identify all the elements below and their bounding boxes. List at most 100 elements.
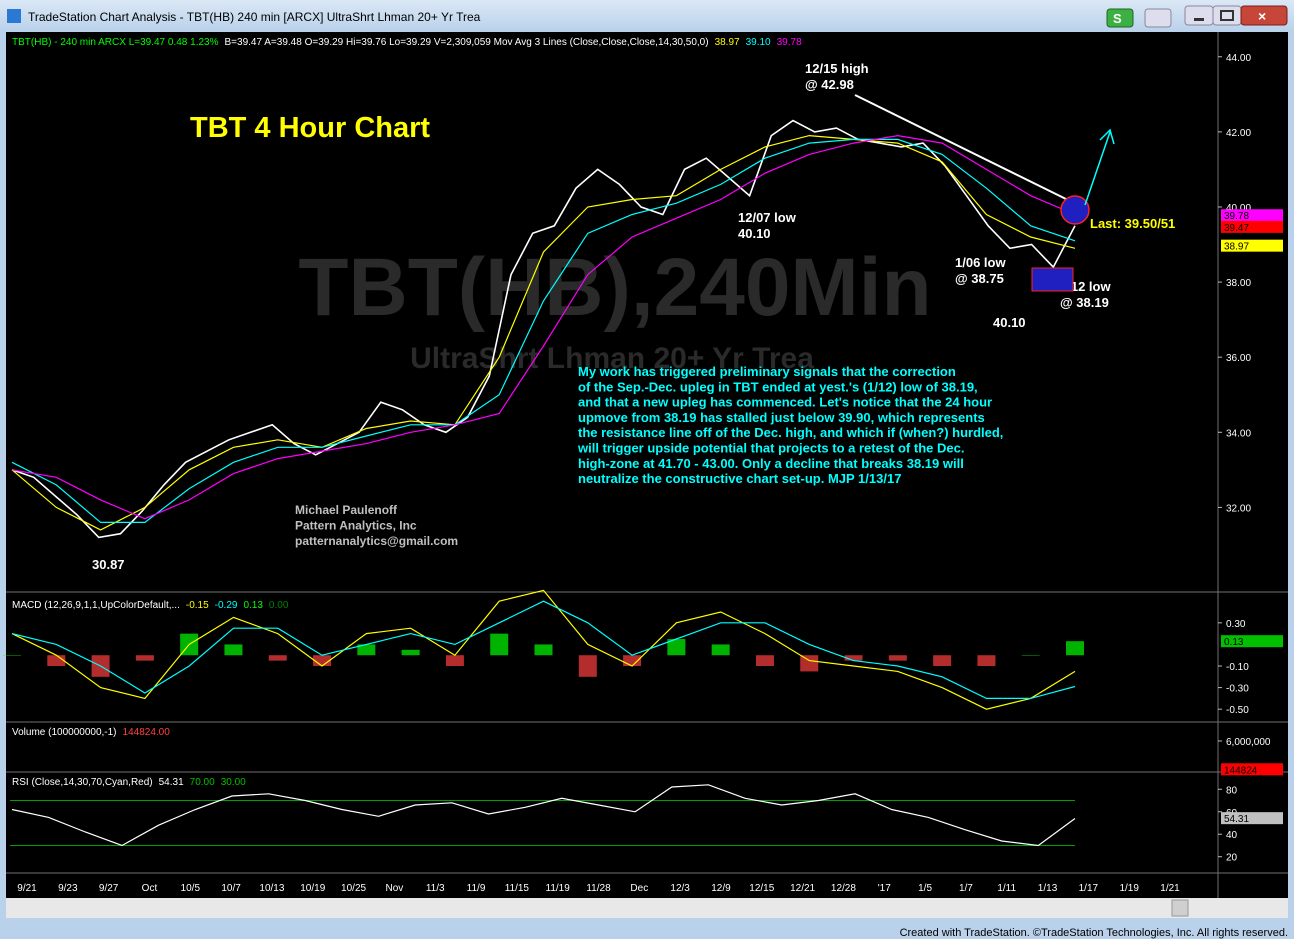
panel-header: -0.15 (186, 600, 209, 611)
note-line: neutralize the constructive chart set-up… (578, 471, 901, 486)
x-tick-label: 9/23 (58, 883, 78, 894)
x-tick-label: 10/19 (300, 883, 325, 894)
panel-header: B=39.47 A=39.48 O=39.29 Hi=39.76 Lo=39.2… (225, 37, 709, 48)
plot: TBT(HB),240Min UltraShrt Lhman 20+ Yr Tr… (3, 32, 1288, 898)
panel-header: MACD (12,26,9,1,1,UpColorDefault,... (12, 600, 180, 611)
histogram-bar (1066, 641, 1084, 656)
x-tick-label: 1/17 (1079, 883, 1099, 894)
annotation: 30.87 (92, 557, 125, 572)
title-bar (0, 0, 1294, 32)
highlight-circle (1060, 195, 1090, 225)
scrollbar[interactable] (6, 898, 1288, 918)
price-tag-label: 38.97 (1224, 242, 1249, 253)
maximize-glyph (1220, 10, 1234, 21)
low-box (1031, 267, 1074, 292)
panel-header: RSI (Close,14,30,70,Cyan,Red) (12, 777, 153, 788)
annotation: @ 38.19 (1060, 295, 1109, 310)
minimize-glyph (1194, 18, 1204, 21)
price-tag (1221, 763, 1283, 776)
projection-arrow (1084, 128, 1115, 206)
chart-area (6, 32, 1288, 898)
panel-header: -0.29 (215, 600, 238, 611)
annotation: 12/07 low (738, 210, 797, 225)
histogram-bar (534, 644, 553, 656)
s-button-glyph: S (1113, 11, 1122, 26)
x-tick-label: 11/15 (505, 883, 530, 894)
x-tick-label: 11/9 (467, 883, 486, 894)
x-tick-label: 12/9 (711, 883, 731, 894)
signature: Michael Paulenoff (295, 503, 398, 517)
price-tag (1221, 209, 1283, 222)
note-line: and that a new upleg has commenced. Let'… (578, 395, 992, 410)
x-tick-label: 10/5 (181, 883, 201, 894)
close-button[interactable] (1240, 5, 1288, 26)
y-tick-label: 80 (1226, 785, 1238, 796)
s-button[interactable] (1106, 8, 1134, 28)
panel-header: 39.78 (777, 37, 802, 48)
price-tag-label: 39.78 (1224, 211, 1249, 222)
level-label: 30.00 (221, 777, 246, 788)
annotation: 12/15 high (805, 61, 869, 76)
histogram-bar (357, 644, 376, 656)
x-tick-label: '17 (878, 883, 891, 894)
y-tick-label: 40 (1226, 830, 1238, 841)
price-tag-label: 54.31 (1224, 814, 1249, 825)
panel-header: Volume (100000000,-1) (12, 727, 117, 738)
histogram-bar (623, 655, 642, 667)
series-line (11, 134, 1076, 520)
histogram-bar (445, 655, 464, 667)
note-line: My work has triggered preliminary signal… (578, 364, 956, 379)
note-line: upmove from 38.19 has stalled just below… (578, 410, 985, 425)
panel-header: 0.13 (243, 600, 263, 611)
histogram-bar (888, 655, 907, 661)
x-tick-label: 12/15 (749, 883, 774, 894)
footer: Created with TradeStation. ©TradeStation… (900, 927, 1288, 939)
histogram-bar (490, 633, 509, 656)
x-tick-label: 11/3 (426, 883, 445, 894)
y-tick-label: 20 (1226, 853, 1238, 864)
series-line (11, 784, 1076, 847)
chart-title: TBT 4 Hour Chart (190, 112, 430, 144)
annotation: 40.10 (993, 315, 1026, 330)
price-tag (1221, 220, 1283, 233)
y-tick-label: -0.30 (1226, 684, 1249, 695)
price-tag-label: 144824 (1224, 765, 1258, 776)
histogram-bar (578, 655, 597, 677)
y-tick-label: 44.00 (1226, 53, 1251, 64)
y-tick-label: 32.00 (1226, 503, 1251, 514)
note-line: of the Sep.-Dec. upleg in TBT ended at y… (578, 379, 978, 394)
y-tick-label: 6,000,000 (1226, 737, 1271, 748)
app-icon (7, 9, 21, 23)
histogram-bar (401, 649, 420, 656)
panel-header: TBT(HB) - 240 min ARCX L=39.47 0.48 1.23… (12, 37, 219, 48)
y-tick-label: -0.50 (1226, 705, 1249, 716)
level-label: 70.00 (190, 777, 215, 788)
series-line (11, 138, 1076, 523)
x-tick-label: 12/3 (670, 883, 690, 894)
series-line (11, 134, 1076, 531)
y-tick-label: 40.00 (1226, 203, 1251, 214)
histogram-bar (3, 655, 21, 656)
price-tag-label: 0.13 (1224, 637, 1244, 648)
maximize-button[interactable] (1212, 5, 1242, 26)
menu-button[interactable] (1144, 8, 1172, 28)
watermark: TBT(HB),240Min (298, 242, 931, 333)
x-tick-label: 1/21 (1160, 883, 1180, 894)
x-tick-label: 10/7 (221, 883, 241, 894)
y-tick-label: 38.00 (1226, 278, 1251, 289)
price-tag-label: 39.47 (1224, 223, 1249, 234)
scroll-thumb[interactable] (1171, 899, 1189, 917)
minimize-button[interactable] (1184, 5, 1214, 26)
price-tag (1221, 812, 1283, 825)
signature: Pattern Analytics, Inc (295, 519, 417, 533)
trendline (854, 94, 1069, 201)
y-tick-label: 34.00 (1226, 428, 1251, 439)
x-tick-label: 1/13 (1038, 883, 1058, 894)
x-tick-label: 9/27 (99, 883, 119, 894)
histogram-bar (711, 644, 730, 656)
y-tick-label: -0.10 (1226, 662, 1249, 673)
series-line (11, 589, 1076, 710)
histogram-bar (977, 655, 996, 667)
x-tick-label: 1/7 (959, 883, 973, 894)
